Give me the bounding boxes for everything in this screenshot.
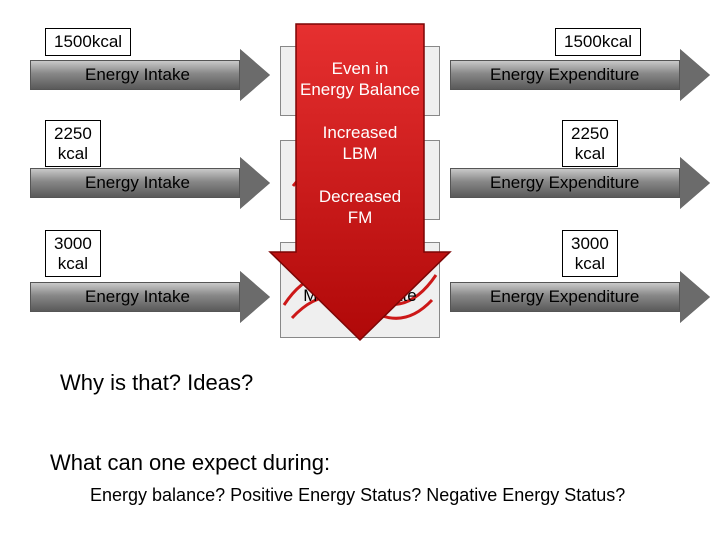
intake-arrow-head-2 bbox=[240, 157, 270, 209]
red-callout-text: Even in Energy Balance Increased LBM Dec… bbox=[268, 58, 452, 228]
expend-arrow-head-2 bbox=[680, 157, 710, 209]
red-line-3: Increased bbox=[323, 123, 398, 142]
expend-label-2: Energy Expenditure bbox=[490, 173, 639, 193]
kcal-right-3: 3000 kcal bbox=[562, 230, 618, 277]
red-line-4: LBM bbox=[343, 144, 378, 163]
question-expect: What can one expect during: bbox=[50, 450, 330, 476]
question-why: Why is that? Ideas? bbox=[60, 370, 253, 396]
kcal-right-2: 2250 kcal bbox=[562, 120, 618, 167]
kcal-right-1: 1500kcal bbox=[555, 28, 641, 56]
expend-arrow-head-1 bbox=[680, 49, 710, 101]
intake-label-1: Energy Intake bbox=[85, 65, 190, 85]
intake-label-2: Energy Intake bbox=[85, 173, 190, 193]
intake-arrow-head-1 bbox=[240, 49, 270, 101]
kcal-left-1: 1500kcal bbox=[45, 28, 131, 56]
question-status: Energy balance? Positive Energy Status? … bbox=[90, 485, 625, 506]
kcal-left-3: 3000 kcal bbox=[45, 230, 101, 277]
intake-label-3: Energy Intake bbox=[85, 287, 190, 307]
expend-label-3: Energy Expenditure bbox=[490, 287, 639, 307]
expend-label-1: Energy Expenditure bbox=[490, 65, 639, 85]
kcal-left-2: 2250 kcal bbox=[45, 120, 101, 167]
red-line-6: FM bbox=[348, 208, 373, 227]
intake-arrow-head-3 bbox=[240, 271, 270, 323]
red-line-1: Even in bbox=[332, 59, 389, 78]
expend-arrow-head-3 bbox=[680, 271, 710, 323]
red-line-2: Energy Balance bbox=[300, 80, 420, 99]
red-line-5: Decreased bbox=[319, 187, 401, 206]
